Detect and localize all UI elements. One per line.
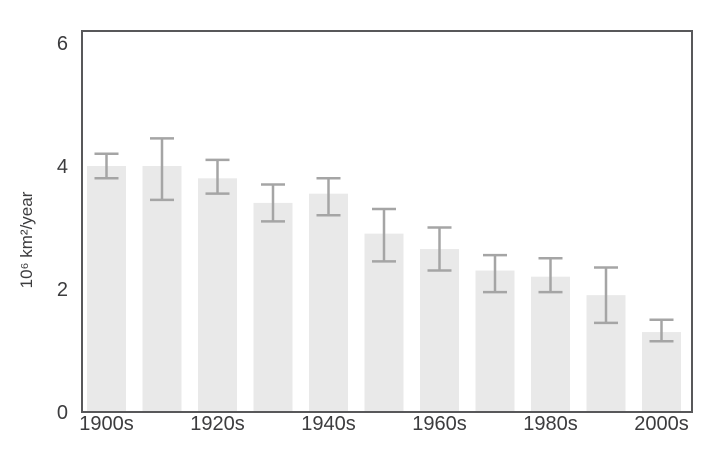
error-bar-1910s — [150, 137, 174, 202]
x-axis-tick-labels: 1900s 1920s 1940s 1960s 1980s 2000s — [79, 413, 689, 435]
bar-1900s — [87, 166, 126, 412]
bars-layer — [87, 166, 681, 412]
error-bar-1950s — [372, 207, 396, 263]
error-bar-1980s — [538, 257, 563, 294]
bar-2000s — [642, 332, 681, 412]
y-axis-tick-labels: 0 2 4 6 — [57, 33, 68, 424]
bar-1960s — [420, 249, 459, 412]
bar-1920s — [198, 178, 237, 412]
y-tick-label-2: 2 — [57, 279, 68, 301]
x-tick-label-1920s: 1920s — [190, 413, 245, 435]
error-bar-1920s — [205, 158, 230, 195]
error-bar-1930s — [261, 183, 285, 223]
y-tick-label-0: 0 — [57, 402, 68, 424]
bar-1940s — [309, 193, 348, 412]
error-bar-1960s — [427, 226, 452, 272]
x-tick-label-2000s: 2000s — [634, 413, 689, 435]
x-tick-label-1980s: 1980s — [523, 413, 578, 435]
bar-1970s — [475, 270, 515, 412]
x-tick-label-1960s: 1960s — [412, 413, 467, 435]
error-bar-2000s — [649, 318, 674, 343]
error-bar-1940s — [316, 177, 341, 217]
error-bars-layer — [94, 137, 674, 343]
bar-1950s — [364, 233, 404, 412]
y-tick-label-6: 6 — [57, 33, 68, 55]
bar-1980s — [531, 276, 570, 412]
y-tick-label-4: 4 — [57, 156, 68, 178]
plot-frame — [81, 30, 693, 413]
y-axis-title: 10⁶ km²/year — [17, 191, 36, 288]
x-tick-label-1940s: 1940s — [301, 413, 356, 435]
bar-1930s — [253, 202, 293, 412]
bar-1910s — [142, 166, 182, 412]
error-bar-1990s — [594, 266, 618, 325]
error-bar-1900s — [94, 152, 119, 180]
error-bar-1970s — [483, 253, 507, 294]
x-tick-label-1900s: 1900s — [79, 413, 134, 435]
